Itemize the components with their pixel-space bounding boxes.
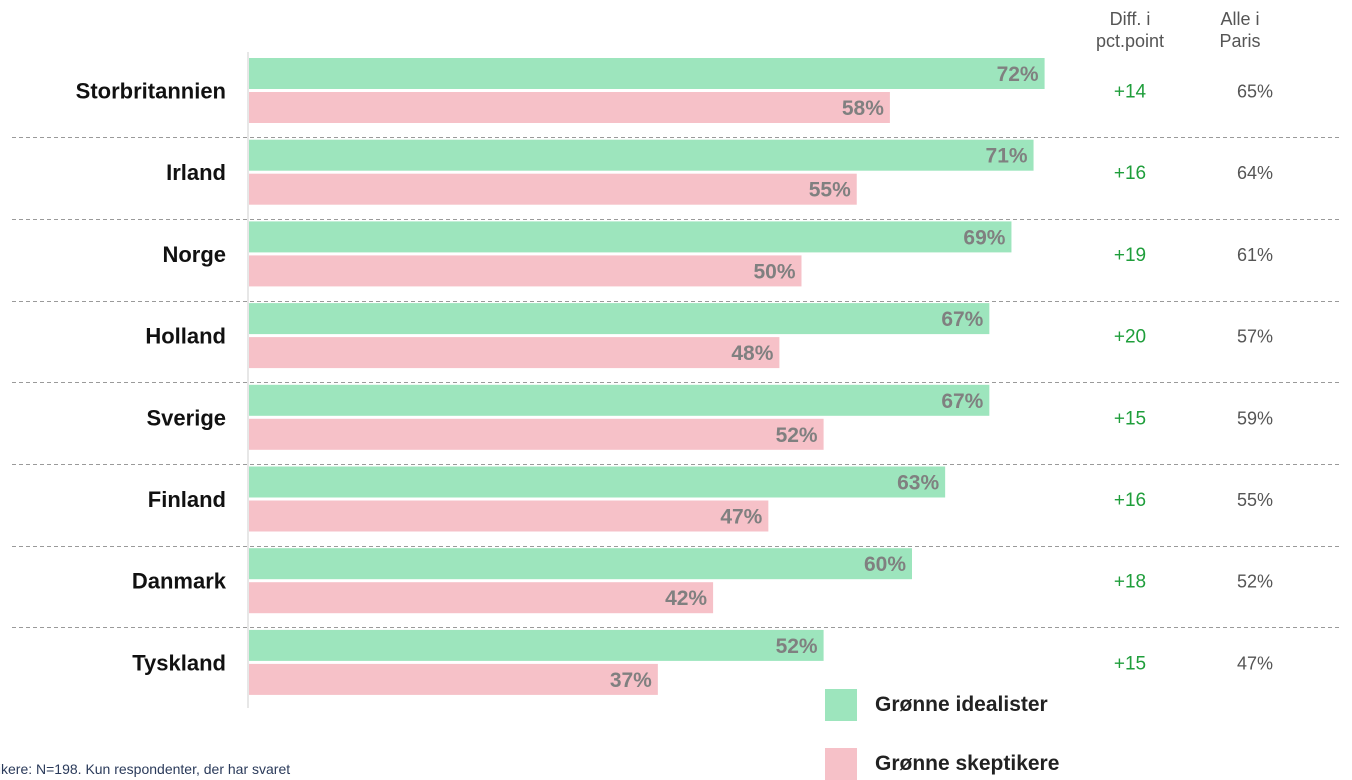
legend-swatch-skeptikere [825,748,857,780]
alle-header-line1: Alle i [1220,9,1260,29]
bar-idealister [249,466,946,498]
legend-label-idealister: Grønne idealister [875,693,1048,716]
data-label: 63% [897,472,939,495]
data-label: 69% [963,226,1005,249]
alle-value: 57% [1237,327,1273,347]
data-label: 71% [986,145,1028,168]
diff-header: Diff. i pct.point [1075,8,1185,52]
alle-value: 65% [1237,82,1273,102]
diff-value: +19 [1114,245,1146,266]
alle-value: 47% [1237,653,1273,673]
data-label: 50% [753,260,795,283]
footnote: tikere: N=198. Kun respondenter, der har… [0,761,291,777]
data-label: 52% [776,424,818,447]
bar-skeptikere [249,337,780,369]
legend-label-skeptikere: Grønne skeptikere [875,752,1060,775]
data-label: 52% [776,635,818,658]
data-label: 58% [842,97,884,120]
alle-header: Alle i Paris [1195,8,1285,52]
bar-skeptikere [249,500,769,532]
legend-item-idealister: Grønne idealister [825,689,1048,721]
bar-skeptikere [249,418,824,450]
diff-value: +15 [1114,408,1146,429]
diff-value: +18 [1114,572,1146,593]
data-label: 42% [665,587,707,610]
bar-idealister [249,139,1034,171]
bar-idealister [249,303,990,335]
category-label: Storbritannien [76,79,226,104]
category-label: Irland [166,160,226,185]
alle-value: 61% [1237,245,1273,265]
bar-idealister [249,384,990,416]
labels-group: Storbritannien 72% 58% +14 65% Irland 71% 55% +1… [76,63,1273,692]
diff-value: +16 [1114,490,1146,511]
data-label: 47% [720,506,762,529]
category-label: Norge [162,242,226,267]
legend-swatch-idealister [825,689,857,721]
diff-value: +14 [1114,82,1147,103]
category-label: Sverige [147,405,227,430]
alle-value: 64% [1237,163,1273,183]
category-label: Danmark [132,569,227,594]
diff-value: +20 [1114,327,1146,348]
bar-idealister [249,58,1045,89]
diff-header-line2: pct.point [1095,31,1165,51]
category-label: Holland [145,324,226,349]
bar-idealister [249,629,824,661]
bar-skeptikere [249,663,658,695]
data-label: 48% [731,342,773,365]
row-separators [12,137,1340,628]
legend-item-skeptikere: Grønne skeptikere [825,748,1059,780]
alle-value: 55% [1237,490,1273,510]
data-label: 67% [941,308,983,331]
bars-group [249,58,1045,695]
data-label: 55% [809,179,851,202]
diff-header-line1: Diff. i [1109,9,1151,29]
data-label: 60% [864,553,906,576]
bar-idealister [249,221,1012,253]
category-label: Finland [148,487,226,512]
data-label: 67% [941,390,983,413]
bar-skeptikere [249,255,802,287]
data-label: 37% [610,669,652,692]
bar-skeptikere [249,92,890,123]
alle-value: 52% [1237,572,1273,592]
bar-skeptikere [249,582,714,614]
category-label: Tyskland [132,650,226,675]
bar-idealister [249,548,912,580]
alle-header-line2: Paris [1219,31,1261,51]
bar-skeptikere [249,173,857,205]
diff-value: +16 [1114,163,1146,184]
data-label: 72% [997,63,1039,86]
diff-value: +15 [1114,653,1146,674]
alle-value: 59% [1237,408,1273,428]
